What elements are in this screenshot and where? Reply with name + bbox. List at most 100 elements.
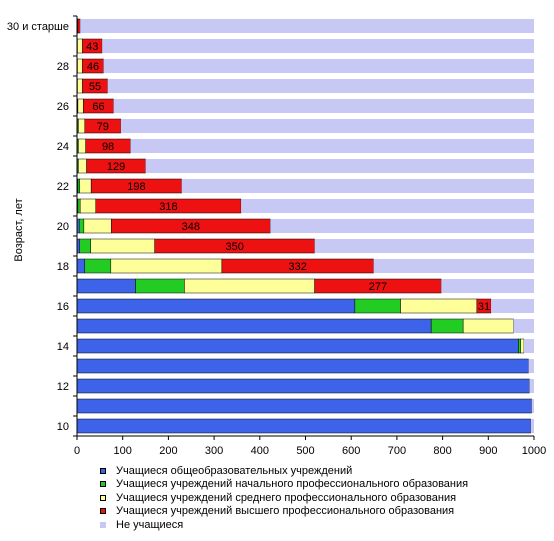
legend-swatch — [100, 481, 106, 488]
bar-segment — [78, 118, 86, 134]
bar-segment — [79, 178, 92, 194]
legend-label: Учащиеся общеобразовательных учреждений — [116, 464, 353, 477]
bar-segment — [103, 59, 535, 73]
bar-segment — [76, 338, 519, 354]
x-tick-label: 800 — [433, 445, 451, 457]
x-tick-label: 400 — [251, 445, 269, 457]
legend-label: Учащиеся учреждений начального профессио… — [116, 478, 469, 491]
legend-item: Учащиеся учреждений высшего профессионал… — [100, 505, 468, 519]
bar-segment — [78, 158, 87, 174]
bar-segment — [76, 298, 356, 314]
data-label: 332 — [289, 261, 307, 273]
bar-segment — [181, 179, 534, 193]
bar-segment — [78, 138, 86, 154]
bar-segment — [76, 378, 530, 394]
x-tick-label: 1000 — [522, 445, 546, 457]
bar-segment — [76, 418, 532, 434]
bar-segment — [76, 318, 432, 334]
bar-segment — [270, 219, 534, 233]
data-label: 129 — [107, 161, 125, 173]
y-axis-title: Возраст, лет — [13, 198, 25, 261]
bar-segment — [79, 198, 96, 214]
legend-label: Учащиеся учреждений высшего профессионал… — [116, 505, 455, 518]
bar-segment — [80, 19, 534, 33]
y-tick-label: 30 и старше — [7, 21, 69, 33]
bar-segment — [77, 198, 81, 214]
bar-segment — [76, 278, 136, 294]
bar-segment — [77, 178, 80, 194]
bar-segment — [462, 318, 514, 334]
legend-label: Учащиеся учреждений среднего профессиона… — [116, 491, 457, 504]
bar-segment — [110, 258, 223, 274]
bar-segment — [120, 119, 534, 133]
y-tick-label: 16 — [57, 301, 69, 313]
legend-item: Учащиеся учреждений начального профессио… — [100, 478, 468, 492]
y-tick-label: 28 — [57, 61, 69, 73]
legend-swatch — [100, 467, 106, 474]
bar-segment — [135, 278, 185, 294]
x-tick-label: 700 — [388, 445, 406, 457]
bar-segment — [145, 159, 535, 173]
bar-segment — [530, 419, 534, 433]
bar-segment — [441, 279, 534, 293]
bar-segment — [102, 39, 534, 53]
bar-segment — [130, 139, 534, 153]
bar-segment — [314, 239, 534, 253]
bar-segment — [77, 18, 81, 34]
x-tick-label: 0 — [74, 445, 80, 457]
bar-segment — [529, 379, 534, 393]
y-tick-label: 20 — [57, 221, 69, 233]
bar-segment — [84, 258, 112, 274]
bar-segment — [241, 199, 535, 213]
bar-segment — [79, 218, 85, 234]
bar-segment — [528, 359, 534, 373]
bar-segment — [77, 38, 83, 54]
y-tick-label: 24 — [57, 141, 69, 153]
data-label: 318 — [159, 201, 177, 213]
y-tick-label: 18 — [57, 261, 69, 273]
bar-segment — [76, 258, 86, 274]
legend-item: Учащиеся общеобразовательных учреждений — [100, 464, 468, 478]
bar-segment — [373, 259, 534, 273]
bar-segment — [113, 99, 534, 113]
bar-segment — [76, 398, 532, 414]
data-label: 79 — [97, 121, 109, 133]
bar-segment — [523, 339, 534, 353]
bar-segment — [107, 79, 534, 93]
x-tick-label: 900 — [479, 445, 497, 457]
legend-swatch — [100, 521, 106, 528]
data-label: 31 — [478, 301, 490, 313]
data-label: 277 — [369, 281, 387, 293]
legend-item: Не учащиеся — [100, 518, 468, 532]
bar-segment — [77, 78, 83, 94]
x-tick-label: 500 — [296, 445, 314, 457]
bar-segment — [90, 238, 155, 254]
x-tick-labels: 0 100 200 300 400 500 600 700 800 900 1000 — [74, 436, 546, 457]
bar-segment — [513, 319, 534, 333]
bar-segment — [518, 338, 521, 354]
bar-segment — [76, 358, 529, 374]
bar-segment — [520, 338, 525, 354]
x-tick-label: 100 — [114, 445, 132, 457]
data-label: 98 — [102, 141, 114, 153]
legend-item: Учащиеся учреждений среднего профессиона… — [100, 491, 468, 505]
y-tick-label: 12 — [57, 381, 69, 393]
bar-segment — [354, 298, 401, 314]
bar-segment — [400, 298, 478, 314]
x-tick-label: 600 — [342, 445, 360, 457]
bar-segment — [84, 118, 122, 134]
y-tick-label: 26 — [57, 101, 69, 113]
data-label: 46 — [87, 61, 99, 73]
bar-segment — [77, 58, 83, 74]
bar-segment — [430, 318, 464, 334]
data-label: 55 — [89, 81, 101, 93]
bar-segment — [83, 218, 112, 234]
bar-segment — [77, 98, 84, 114]
data-label: 350 — [225, 241, 243, 253]
y-tick-label: 10 — [57, 421, 69, 433]
data-label: 43 — [86, 41, 98, 53]
legend: Учащиеся общеобразовательных учреждений У… — [100, 464, 468, 532]
legend-swatch — [100, 508, 106, 515]
